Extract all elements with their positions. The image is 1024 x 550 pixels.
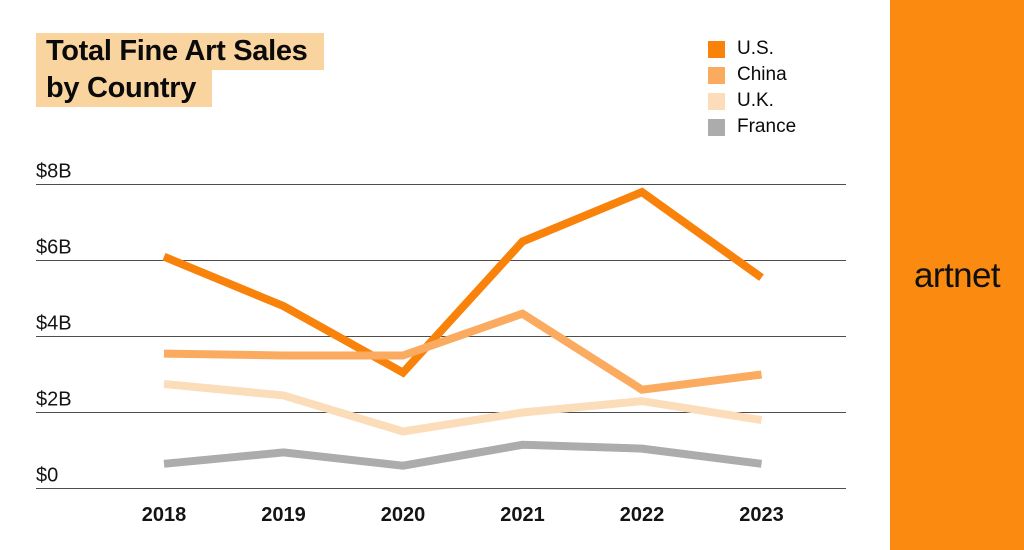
legend-swatch-uk [708,92,725,110]
series-line-china [163,309,763,394]
legend-label-china: China [737,64,787,85]
y-axis-label: $8B [36,161,72,183]
legend: U.S. China U.K. France [708,36,796,140]
chart-title-row: by Country [36,70,324,107]
legend-label-uk: U.K. [737,90,774,111]
legend-swatch-us [708,40,725,58]
y-axis-label: $2B [36,389,72,411]
chart-title-row: Total Fine Art Sales [36,33,324,70]
x-axis-label: 2022 [620,504,665,526]
legend-label-us: U.S. [737,38,774,59]
chart-title-line-2: by Country [36,70,213,107]
series-line-france [163,440,763,470]
legend-swatch-france [708,118,725,136]
x-axis-label: 2019 [261,504,306,526]
chart-title-line-1: Total Fine Art Sales [36,33,324,70]
x-axis-label: 2018 [142,504,187,526]
x-axis-label: 2023 [739,504,784,526]
artnet-logo: artnet [914,256,1001,295]
y-axis-label: $4B [36,313,72,335]
x-axis-label: 2021 [500,504,545,526]
series-line-us [162,187,764,378]
x-axis-label: 2020 [381,504,426,526]
legend-item-us: U.S. [708,36,796,62]
legend-label-france: France [737,116,797,137]
legend-item-uk: U.K. [708,88,796,114]
series-line-uk [163,380,763,436]
chart-title: Total Fine Art Sales by Country [36,33,324,107]
y-axis-label: $0 [36,465,58,487]
y-axis-label: $6B [36,237,72,259]
brand-sidebar: artnet [890,0,1024,550]
legend-item-france: France [708,114,796,140]
legend-item-china: China [708,62,796,88]
legend-swatch-china [708,66,725,84]
